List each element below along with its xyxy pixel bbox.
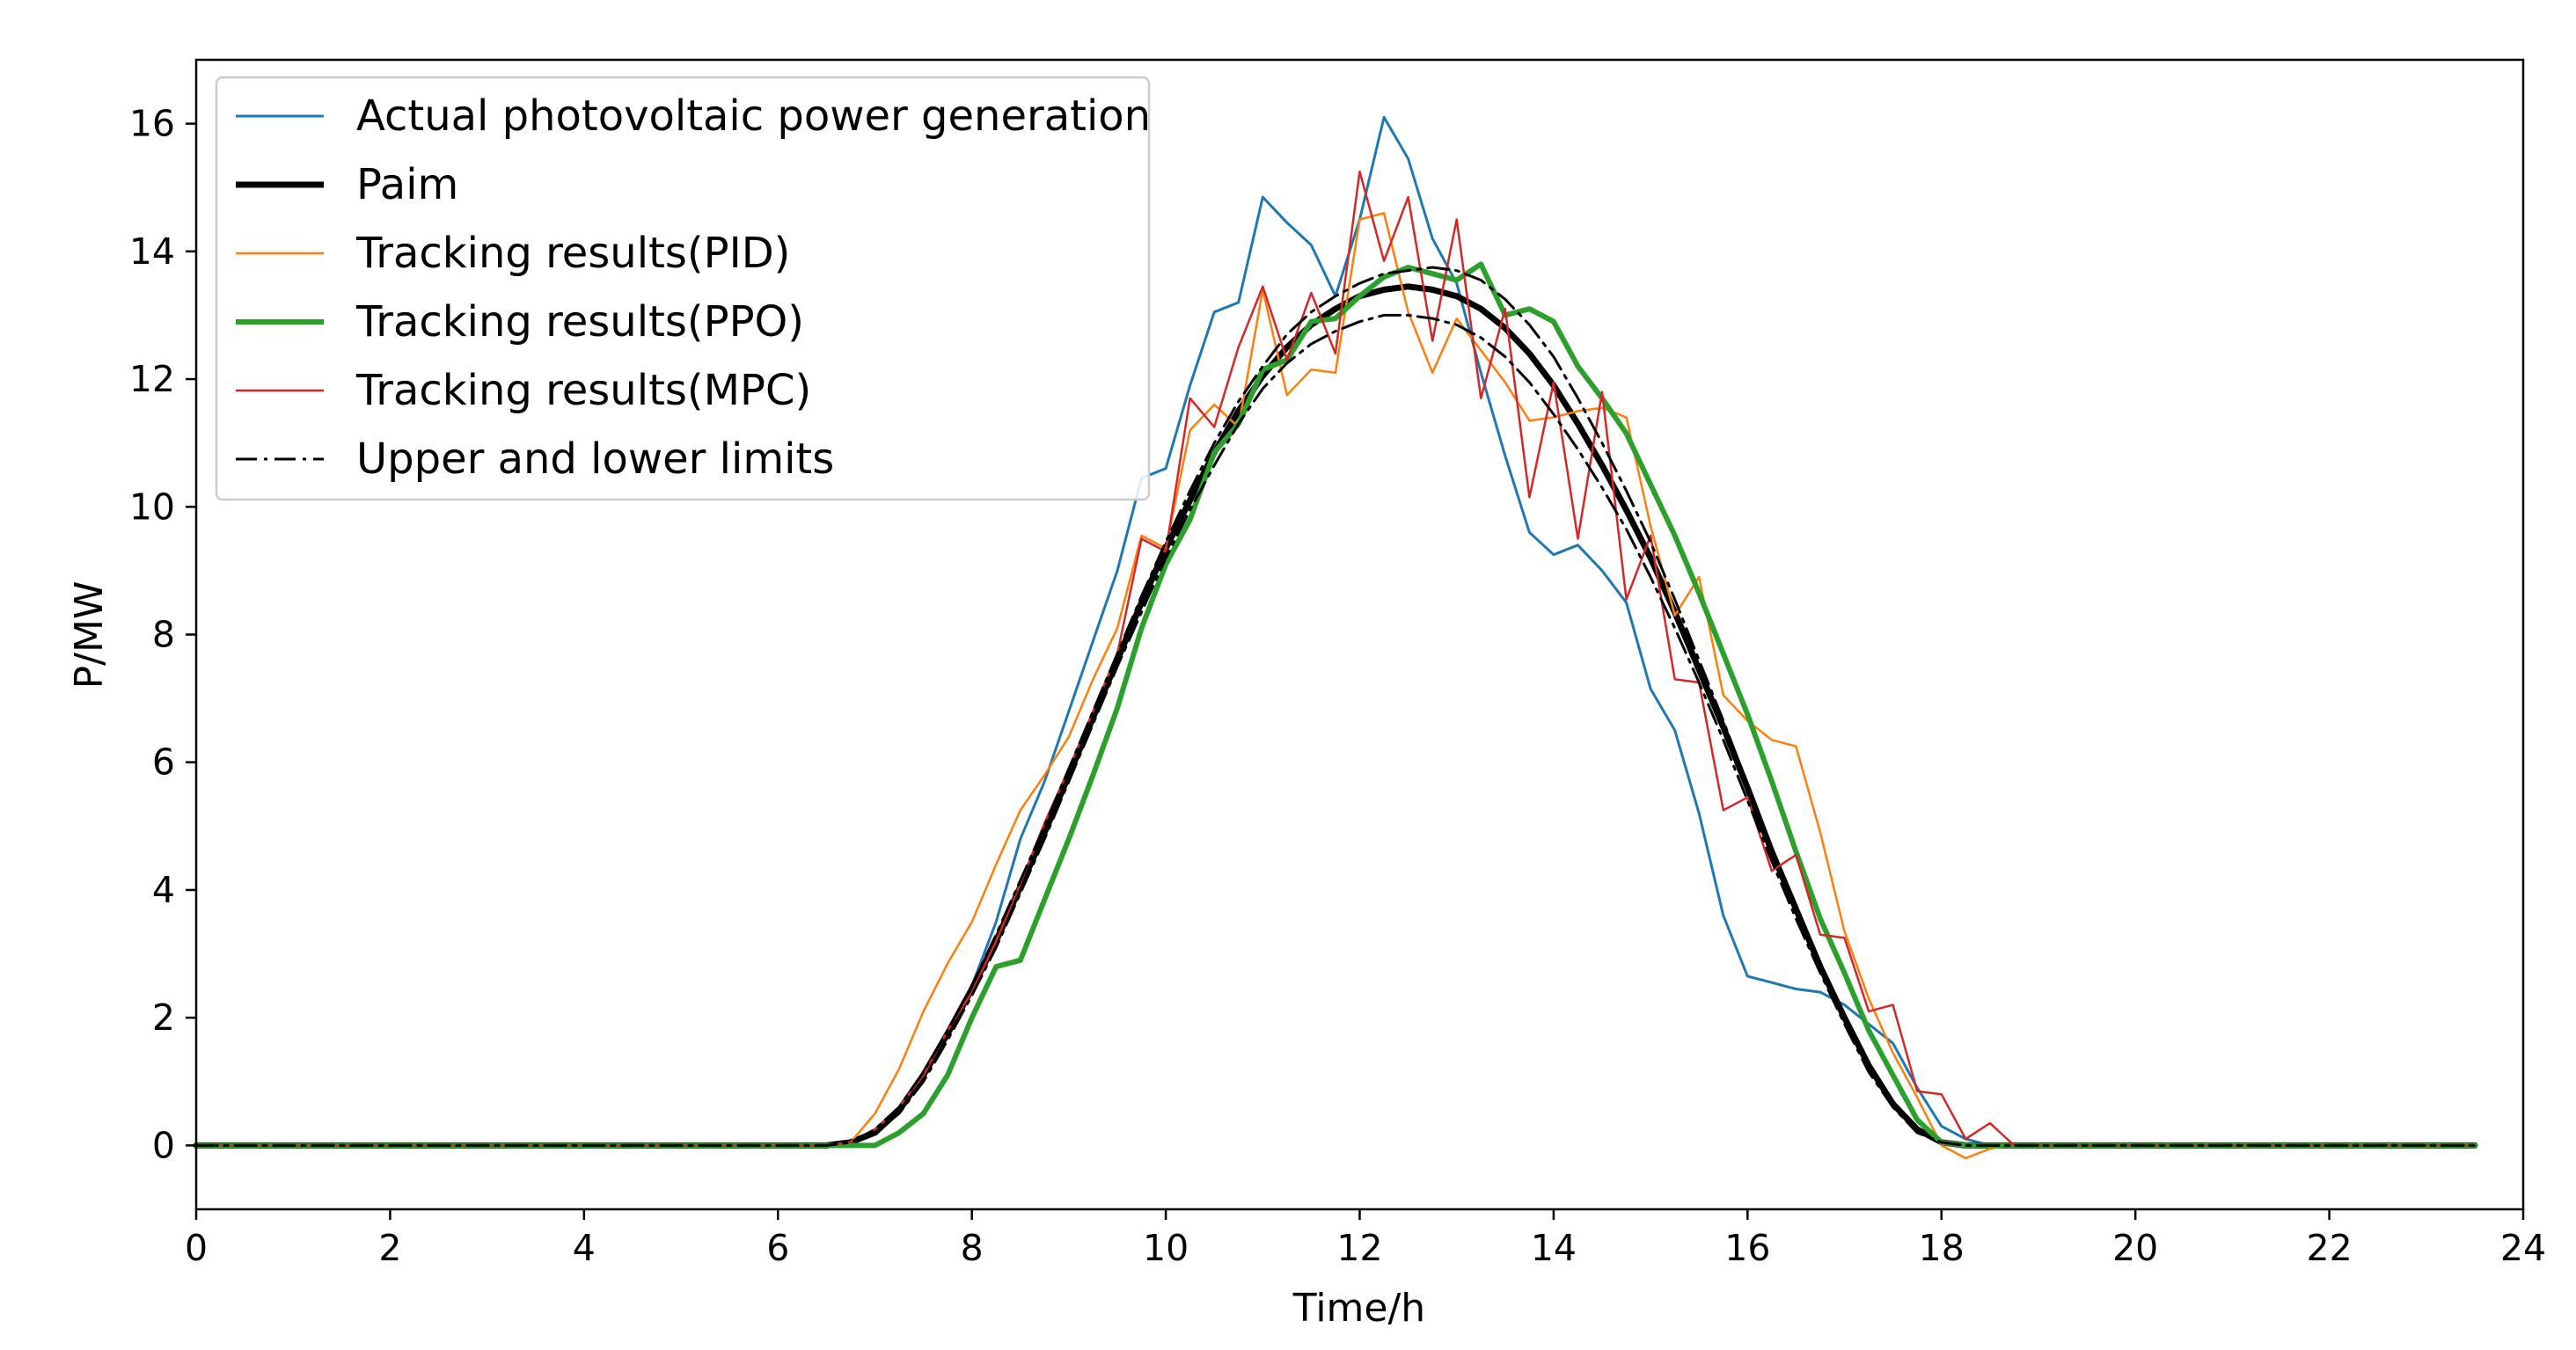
y-tick-label: 16 xyxy=(129,103,175,145)
series-line-2 xyxy=(194,212,2477,1160)
x-axis: 0 2 4 6 8 10 12 14 16 18 20 22 24 xyxy=(185,1209,2546,1269)
x-tick-label: 22 xyxy=(2306,1227,2352,1269)
y-tick-label: 4 xyxy=(152,869,175,911)
y-tick-label: 10 xyxy=(129,485,175,528)
series-line-4 xyxy=(194,170,2477,1147)
legend-label-1: Paim xyxy=(356,160,458,209)
series-line-5 xyxy=(194,266,2477,1147)
x-tick-label: 18 xyxy=(1919,1227,1965,1269)
legend: Actual photovoltaic power generation Paim… xyxy=(215,76,1151,501)
x-tick-label: 20 xyxy=(2112,1227,2158,1269)
x-tick-label: 10 xyxy=(1143,1227,1189,1269)
y-tick-label: 0 xyxy=(152,1124,175,1166)
y-axis-title: P/MW xyxy=(67,581,112,690)
x-tick-label: 14 xyxy=(1531,1227,1577,1269)
y-axis: 0 2 4 6 8 10 12 14 16 xyxy=(129,103,196,1166)
series-line-6 xyxy=(194,313,2477,1147)
legend-label-4: Tracking results(MPC) xyxy=(355,366,811,415)
x-tick-label: 2 xyxy=(378,1227,401,1269)
y-tick-label: 14 xyxy=(129,230,175,273)
legend-items: Actual photovoltaic power generation Paim… xyxy=(236,91,1151,484)
x-tick-label: 24 xyxy=(2500,1227,2546,1269)
series-layer xyxy=(193,115,2478,1160)
legend-box xyxy=(215,76,1151,501)
y-tick-label: 2 xyxy=(152,996,175,1039)
x-tick-label: 6 xyxy=(766,1227,789,1269)
y-tick-label: 8 xyxy=(152,614,175,656)
legend-label-2: Tracking results(PID) xyxy=(355,229,790,278)
legend-label-0: Actual photovoltaic power generation xyxy=(356,91,1151,141)
y-tick-label: 12 xyxy=(129,358,175,400)
x-tick-label: 12 xyxy=(1336,1227,1382,1269)
y-tick-label: 6 xyxy=(152,741,175,784)
x-tick-label: 0 xyxy=(185,1227,208,1269)
x-tick-label: 8 xyxy=(961,1227,984,1269)
legend-label-5: Upper and lower limits xyxy=(356,434,834,484)
x-tick-label: 4 xyxy=(573,1227,596,1269)
series-line-0 xyxy=(194,115,2477,1147)
x-axis-title: Time/h xyxy=(1292,1286,1425,1331)
x-tick-label: 16 xyxy=(1724,1227,1770,1269)
legend-label-3: Tracking results(PPO) xyxy=(355,297,804,347)
